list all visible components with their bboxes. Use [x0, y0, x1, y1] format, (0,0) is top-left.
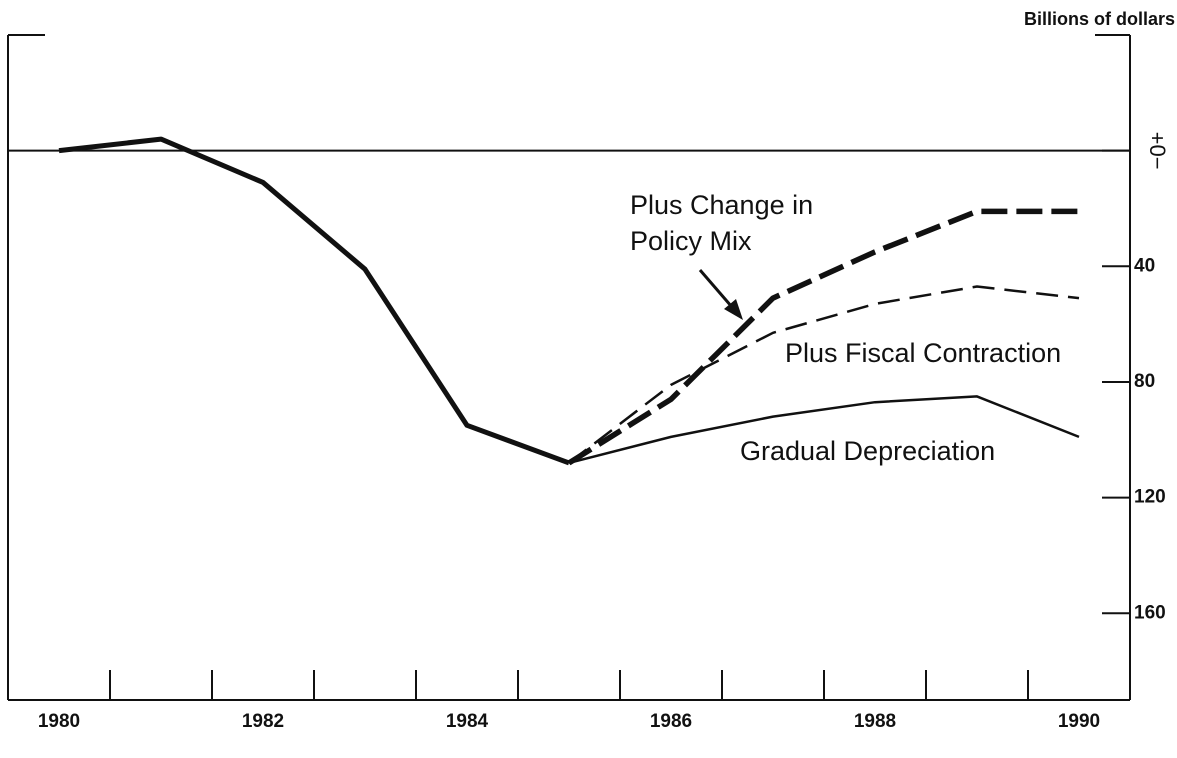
annotation: Policy Mix: [630, 226, 752, 256]
y-tick-label: 160: [1134, 602, 1166, 623]
annotation: Plus Change in: [630, 190, 813, 220]
y-axis-label: Billions of dollars: [1024, 9, 1175, 29]
series-line: [568, 285, 1080, 464]
arrow-head: [724, 299, 743, 320]
series-line: [58, 136, 570, 466]
annotation: Plus Fiscal Contraction: [785, 338, 1061, 368]
y-tick-label: +0−: [1145, 132, 1170, 170]
annotation: Gradual Depreciation: [740, 436, 995, 466]
x-tick-label: 1980: [38, 711, 80, 732]
x-tick-label: 1986: [650, 711, 692, 732]
x-tick-label: 1988: [854, 711, 896, 732]
series-line: [568, 395, 1080, 465]
y-tick-label: 40: [1134, 255, 1155, 276]
series-line: [567, 208, 1079, 466]
x-tick-label: 1984: [446, 711, 489, 732]
y-tick-label: 80: [1134, 371, 1155, 392]
y-tick-label: 120: [1134, 487, 1166, 508]
x-tick-label: 1982: [242, 711, 284, 732]
x-tick-label: 1990: [1058, 711, 1100, 732]
